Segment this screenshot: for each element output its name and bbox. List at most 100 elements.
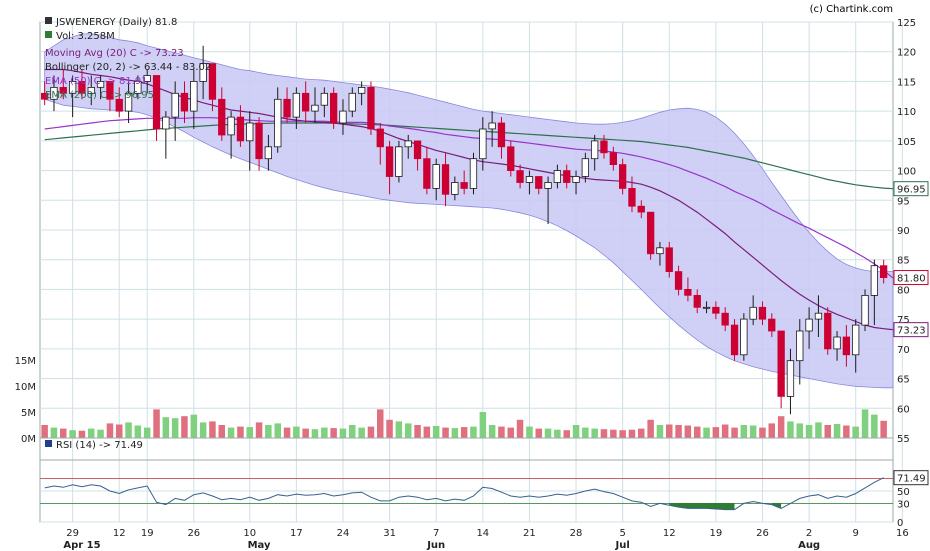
candle-body (870, 265, 878, 296)
volume-bar (106, 423, 114, 438)
volume-bar (134, 425, 142, 438)
volume-bar (498, 426, 505, 438)
candle-body (69, 81, 77, 94)
price-tick-label: 70 (897, 345, 910, 356)
date-tick-label: 31 (383, 528, 396, 539)
volume-bar (488, 425, 496, 438)
volume-bar (97, 429, 104, 438)
legend-sma: Moving Avg (20) C -> 73.23 (45, 48, 184, 59)
candle-body (152, 75, 161, 130)
volume-bar (470, 426, 477, 438)
volume-bar (209, 421, 216, 438)
candle-body (96, 81, 105, 88)
volume-bar (656, 425, 664, 438)
candle-body (628, 187, 636, 207)
date-tick-label: 9 (853, 528, 859, 539)
sma-last-label: 73.23 (897, 326, 926, 337)
volume-line: Vol: 3.258M (56, 31, 115, 42)
volume-tick-label: 15M (15, 356, 36, 367)
price-tick-label: 115 (897, 77, 916, 88)
candle-body (432, 164, 440, 189)
close-last-label: 81.80 (897, 274, 926, 285)
candle-body (199, 63, 207, 82)
candle-body (805, 318, 813, 332)
volume-bar (171, 418, 179, 438)
volume-bar (768, 423, 775, 438)
candle-body (861, 294, 869, 326)
candle-body (544, 182, 552, 189)
candle-body (124, 92, 133, 112)
price-tick-label: 60 (897, 404, 910, 415)
price-tick-label: 100 (897, 167, 916, 178)
candle-body (385, 146, 394, 177)
candle-body (497, 122, 506, 148)
volume-bar (311, 429, 319, 438)
rsi-tick-label: 50 (897, 487, 910, 498)
candle-body (749, 306, 757, 320)
volume-bar (796, 423, 803, 438)
candle-body (329, 92, 338, 124)
volume-bar (666, 424, 673, 438)
volume-bar (237, 426, 244, 438)
close-last-label-box (893, 270, 929, 286)
candle-body (702, 306, 711, 309)
candle-body (637, 205, 645, 213)
volume-tick-label: 10M (15, 382, 36, 393)
volume-bar (246, 427, 253, 438)
date-tick-label: 16 (896, 528, 909, 539)
volume-bar (712, 427, 720, 438)
candle-body (190, 81, 198, 112)
candle-body (227, 116, 235, 136)
volume-bar (749, 425, 757, 438)
volume-bar (871, 414, 878, 438)
candle-body (106, 81, 114, 100)
volume-bar (78, 430, 86, 438)
date-tick-label: 24 (337, 528, 350, 539)
volume-bar (69, 430, 76, 438)
volume-bar (843, 425, 850, 438)
volume-bar (740, 425, 748, 438)
volume-bar (432, 426, 440, 438)
price-tick-label: 80 (897, 285, 910, 296)
candle-body (292, 92, 301, 118)
volume-bar (199, 422, 207, 438)
volume-bar (190, 414, 198, 438)
candle-body (796, 330, 804, 362)
volume-bar (265, 425, 272, 438)
candle-body (507, 146, 515, 172)
candle-body (619, 164, 627, 189)
ema200-last-label-box (893, 181, 929, 197)
volume-bar (88, 428, 95, 438)
candle-body (413, 140, 422, 160)
candle-body (339, 110, 347, 124)
price-tick-label: 55 (897, 434, 910, 445)
candle-body (283, 98, 291, 118)
volume-bar (526, 426, 533, 438)
volume-bar (628, 429, 636, 438)
price-tick-label: 65 (897, 375, 910, 386)
volume-bar (787, 421, 794, 438)
volume-bar (255, 422, 263, 438)
candle-body (404, 140, 412, 148)
date-tick-label: 21 (523, 528, 536, 539)
last-value-labels: 96.95 81.80 73.23 71.49 (893, 181, 929, 486)
date-tick-label: 19 (141, 528, 154, 539)
volume-bar (694, 426, 701, 438)
volume-bar (638, 428, 645, 438)
candle-body (535, 176, 543, 189)
date-tick-label: 5 (619, 528, 625, 539)
date-tick-label: 10 (243, 528, 256, 539)
candle-body (460, 182, 468, 189)
watermark: (c) Chartink.com (810, 4, 893, 15)
candle-body (479, 128, 487, 160)
candle-body (78, 81, 86, 94)
volume-bar (386, 419, 393, 438)
candle-body (721, 312, 729, 326)
volume-bar (302, 428, 309, 438)
price-tick-label: 90 (897, 226, 910, 237)
candle-body (814, 312, 823, 320)
date-tick-label: 29 (66, 528, 79, 539)
candle-body (712, 306, 720, 314)
candle-body (143, 75, 151, 82)
candle-body (451, 182, 459, 195)
